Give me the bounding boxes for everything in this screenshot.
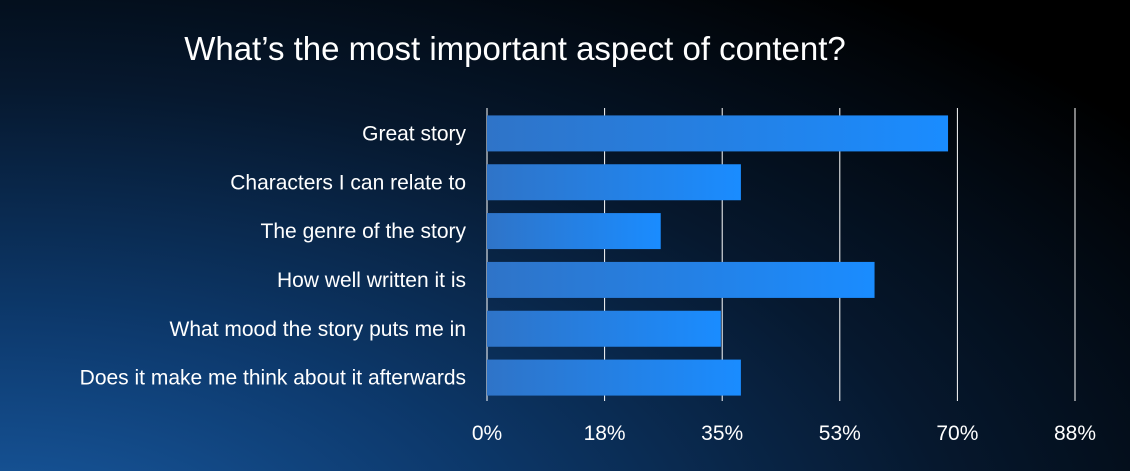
chart-title: What’s the most important aspect of cont…: [184, 30, 846, 67]
category-label: How well written it is: [277, 269, 466, 292]
category-label: Characters I can relate to: [230, 171, 466, 194]
category-label: The genre of the story: [261, 220, 467, 243]
x-tick-label: 88%: [1054, 422, 1096, 445]
bar: [487, 115, 949, 152]
x-tick-label: 35%: [701, 422, 743, 445]
x-tick-label: 18%: [584, 422, 626, 445]
bar: [487, 310, 721, 347]
bar: [487, 213, 661, 250]
bar: [487, 261, 875, 298]
bar: [487, 164, 741, 201]
x-tick-label: 70%: [936, 422, 978, 445]
category-label: Great story: [362, 122, 466, 145]
category-label: Does it make me think about it afterward…: [80, 367, 466, 390]
x-tick-label: 0%: [472, 422, 502, 445]
bar: [487, 359, 741, 396]
category-label: What mood the story puts me in: [170, 318, 466, 341]
x-tick-label: 53%: [819, 422, 861, 445]
